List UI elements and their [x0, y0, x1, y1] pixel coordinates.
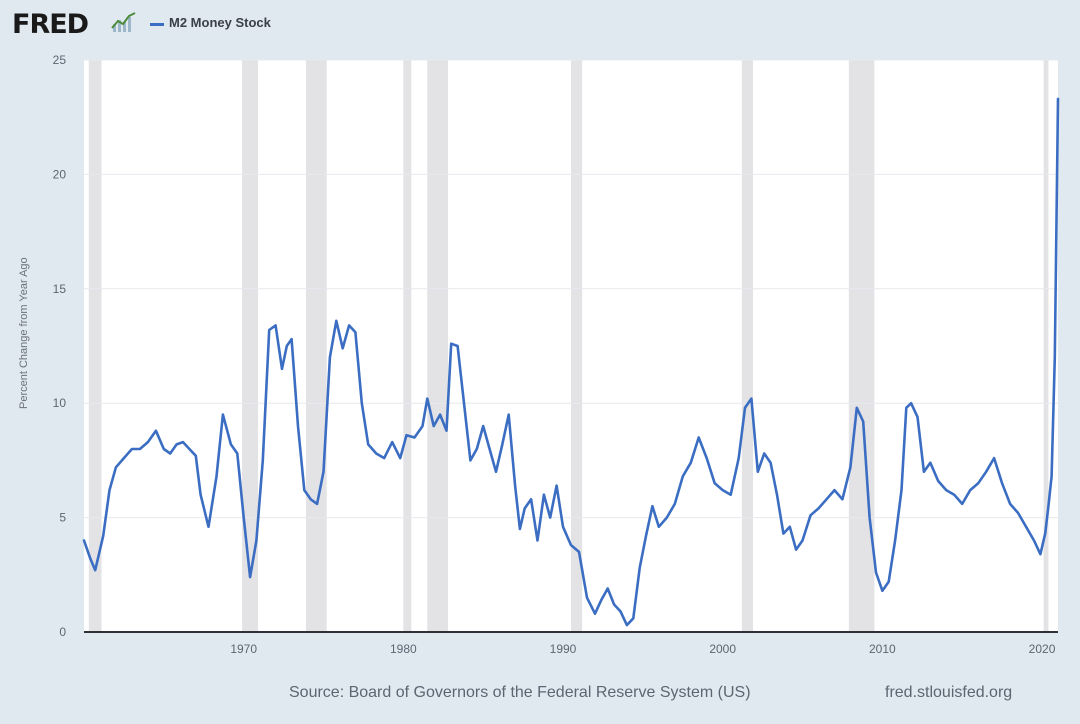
recession-band — [848, 60, 875, 632]
recession-band — [1043, 60, 1049, 632]
chart-line-icon — [111, 12, 136, 32]
series-line-m2[interactable] — [82, 97, 1060, 627]
x-tick-label: 1980 — [390, 642, 417, 656]
recession-band — [88, 60, 102, 632]
y-tick-label: 20 — [53, 167, 67, 181]
recession-band — [741, 60, 754, 632]
legend-swatch — [150, 23, 164, 26]
y-tick-label: 15 — [53, 282, 67, 296]
x-tick-label: 1970 — [230, 642, 257, 656]
x-tick-label: 2010 — [869, 642, 896, 656]
x-tick-label: 2020 — [1029, 642, 1056, 656]
recession-band — [427, 60, 449, 632]
recession-band — [571, 60, 583, 632]
recession-band — [242, 60, 259, 632]
legend-label: M2 Money Stock — [169, 15, 271, 30]
source-note: Source: Board of Governors of the Federa… — [289, 684, 751, 701]
fred-logo[interactable]: FRED — [12, 9, 89, 40]
x-tick-label: 2000 — [709, 642, 736, 656]
y-tick-label: 5 — [59, 511, 66, 525]
recession-band — [305, 60, 327, 632]
source-link[interactable]: fred.stlouisfed.org — [885, 684, 1013, 701]
y-tick-label: 25 — [53, 53, 67, 67]
x-tick-label: 1990 — [550, 642, 577, 656]
y-tick-label: 10 — [53, 396, 67, 410]
chart-header: FRED M2 Money Stock — [0, 0, 1080, 52]
y-tick-label: 0 — [59, 625, 66, 639]
recession-band — [403, 60, 412, 632]
